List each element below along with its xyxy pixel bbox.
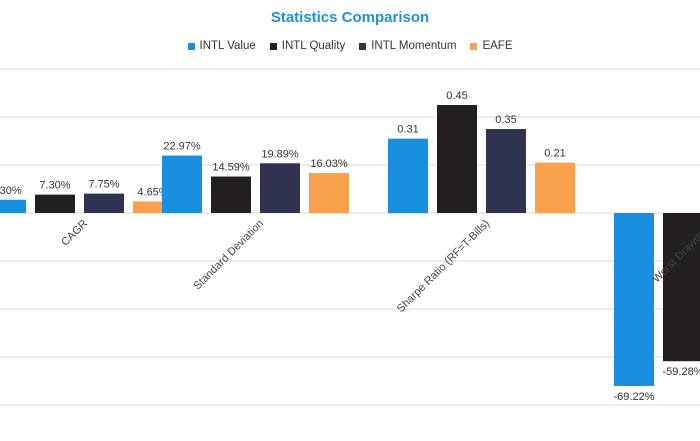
data-label: 14.59% — [212, 162, 250, 174]
category-label: CAGR — [59, 218, 90, 249]
bar-intl-momentum-3 — [486, 129, 526, 213]
data-label: 7.30% — [39, 180, 70, 192]
legend-label-intl-value: INTL Value — [199, 40, 256, 52]
bar-intl-value-4 — [614, 213, 654, 387]
data-label: 5.30% — [0, 185, 22, 197]
legend-label-intl-momentum: INTL Momentum — [371, 40, 457, 52]
legend-swatch-eafe — [470, 42, 478, 50]
legend-item-eafe: EAFE — [470, 40, 513, 52]
legend-item-intl-quality: INTL Quality — [269, 40, 346, 52]
bar-eafe-3 — [535, 162, 575, 213]
category-label: Sharpe Ratio (RF=T-Bills) — [395, 218, 492, 315]
legend-swatch-intl-value — [187, 42, 195, 50]
bar-intl-momentum-1 — [84, 193, 124, 213]
legend-item-intl-momentum: INTL Momentum — [359, 40, 456, 52]
bar-intl-momentum-2 — [260, 163, 300, 213]
bar-intl-value-3 — [388, 138, 428, 213]
bar-eafe-2 — [309, 172, 349, 213]
bar-intl-value-1 — [0, 199, 26, 213]
bar-eafe-1 — [133, 201, 173, 213]
data-label: 0.21 — [544, 148, 565, 160]
legend-swatch-intl-momentum — [359, 42, 367, 50]
legend-swatch-intl-quality — [269, 42, 277, 50]
legend-item-intl-value: INTL Value — [187, 40, 256, 52]
bar-intl-quality-4 — [663, 213, 700, 362]
data-label: 22.97% — [163, 141, 201, 153]
data-label: 0.35 — [495, 114, 516, 126]
legend: INTL Value INTL Quality INTL Momentum EA… — [0, 40, 700, 52]
data-label: -59.28% — [663, 366, 700, 378]
data-label: 0.31 — [397, 124, 418, 136]
bar-intl-quality-1 — [35, 194, 75, 213]
data-label: 16.03% — [310, 158, 348, 170]
legend-label-eafe: EAFE — [482, 40, 513, 52]
category-label: Standard Deviation — [191, 218, 266, 293]
data-label: 4.65% — [137, 186, 168, 198]
legend-label-intl-quality: INTL Quality — [281, 40, 346, 52]
bar-intl-value-2 — [162, 155, 202, 213]
data-label: -69.22% — [614, 391, 655, 403]
chart-title: Statistics Comparison — [270, 9, 430, 26]
data-label: 7.75% — [88, 179, 119, 191]
bar-intl-quality-3 — [437, 105, 477, 213]
data-label: 0.45 — [446, 90, 467, 102]
bar-intl-quality-2 — [211, 176, 251, 213]
data-label: 19.89% — [261, 148, 299, 160]
